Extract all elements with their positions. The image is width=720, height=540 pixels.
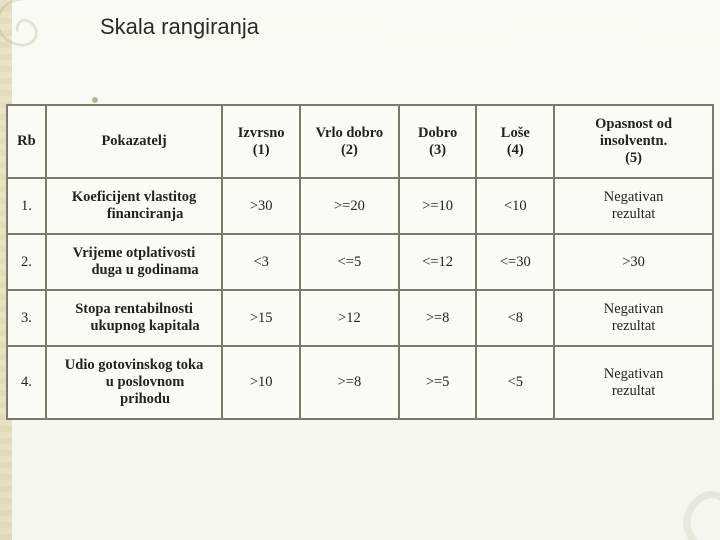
cell-value: Negativan rezultat bbox=[554, 178, 713, 234]
col-very-good-l1: Vrlo dobro bbox=[307, 125, 392, 142]
rating-table-container: Rb Pokazatelj Izvrsno (1) Vrlo dobro (2)… bbox=[6, 104, 714, 420]
col-insolvency-l3: (5) bbox=[561, 150, 706, 167]
table-row: 2. Vrijeme otplativosti duga u godinama … bbox=[7, 234, 713, 290]
table-row: 4. Udio gotovinskog toka u poslovnom pri… bbox=[7, 346, 713, 419]
indicator-line: u poslovnom bbox=[53, 374, 216, 391]
cell-value: <10 bbox=[476, 178, 554, 234]
col-good-l2: (3) bbox=[406, 142, 470, 159]
cell-value: >10 bbox=[222, 346, 300, 419]
col-insolvency-l2: insolventn. bbox=[561, 133, 706, 150]
neg-line: Negativan bbox=[561, 366, 706, 383]
cell-value: >12 bbox=[300, 290, 399, 346]
col-bad-l2: (4) bbox=[483, 142, 547, 159]
neg-line: >30 bbox=[561, 254, 706, 271]
cell-indicator: Vrijeme otplativosti duga u godinama bbox=[46, 234, 223, 290]
cell-indicator: Koeficijent vlastitog financiranja bbox=[46, 178, 223, 234]
indicator-line: duga u godinama bbox=[53, 262, 216, 279]
indicator-line: Vrijeme otplativosti bbox=[53, 245, 216, 262]
cell-rb: 4. bbox=[7, 346, 46, 419]
col-rb: Rb bbox=[7, 105, 46, 178]
cell-value: <8 bbox=[476, 290, 554, 346]
cell-value: >=5 bbox=[399, 346, 477, 419]
page-title: Skala rangiranja bbox=[100, 14, 259, 40]
table-row: 3. Stopa rentabilnosti ukupnog kapitala … bbox=[7, 290, 713, 346]
cell-indicator: Udio gotovinskog toka u poslovnom prihod… bbox=[46, 346, 223, 419]
indicator-line: Koeficijent vlastitog bbox=[53, 189, 216, 206]
table-row: 1. Koeficijent vlastitog financiranja >3… bbox=[7, 178, 713, 234]
col-rb-label: Rb bbox=[17, 133, 36, 149]
col-good-l1: Dobro bbox=[406, 125, 470, 142]
cell-value: <3 bbox=[222, 234, 300, 290]
neg-line: rezultat bbox=[561, 206, 706, 223]
cell-value: <=12 bbox=[399, 234, 477, 290]
col-bad: Loše (4) bbox=[476, 105, 554, 178]
cell-value: >30 bbox=[222, 178, 300, 234]
neg-line: rezultat bbox=[561, 383, 706, 400]
col-indicator-label: Pokazatelj bbox=[101, 133, 166, 149]
col-bad-l1: Loše bbox=[483, 125, 547, 142]
rating-table: Rb Pokazatelj Izvrsno (1) Vrlo dobro (2)… bbox=[6, 104, 714, 420]
cell-value: >=20 bbox=[300, 178, 399, 234]
indicator-line: prihodu bbox=[53, 391, 216, 408]
slide: Skala rangiranja Rb Pokazatelj Izvrsno (… bbox=[0, 0, 720, 540]
neg-line: Negativan bbox=[561, 301, 706, 318]
cell-rb: 3. bbox=[7, 290, 46, 346]
col-very-good-l2: (2) bbox=[307, 142, 392, 159]
indicator-line: financiranja bbox=[53, 206, 216, 223]
cell-rb: 2. bbox=[7, 234, 46, 290]
col-excellent-l2: (1) bbox=[229, 142, 293, 159]
bottom-corner-swirl-icon bbox=[630, 450, 720, 540]
corner-swirl-icon bbox=[0, 0, 70, 80]
cell-value: >30 bbox=[554, 234, 713, 290]
cell-value: Negativan rezultat bbox=[554, 346, 713, 419]
cell-value: >=10 bbox=[399, 178, 477, 234]
cell-value: >=8 bbox=[300, 346, 399, 419]
col-insolvency-l1: Opasnost od bbox=[561, 116, 706, 133]
cell-value: Negativan rezultat bbox=[554, 290, 713, 346]
indicator-line: Stopa rentabilnosti bbox=[53, 301, 216, 318]
cell-value: <=5 bbox=[300, 234, 399, 290]
indicator-line: Udio gotovinskog toka bbox=[53, 357, 216, 374]
cell-value: >15 bbox=[222, 290, 300, 346]
col-excellent-l1: Izvrsno bbox=[229, 125, 293, 142]
cell-value: >=8 bbox=[399, 290, 477, 346]
indicator-line: ukupnog kapitala bbox=[53, 318, 216, 335]
col-very-good: Vrlo dobro (2) bbox=[300, 105, 399, 178]
cell-indicator: Stopa rentabilnosti ukupnog kapitala bbox=[46, 290, 223, 346]
col-indicator: Pokazatelj bbox=[46, 105, 223, 178]
bullet-icon bbox=[92, 97, 98, 103]
neg-line: rezultat bbox=[561, 318, 706, 335]
table-header-row: Rb Pokazatelj Izvrsno (1) Vrlo dobro (2)… bbox=[7, 105, 713, 178]
col-good: Dobro (3) bbox=[399, 105, 477, 178]
cell-rb: 1. bbox=[7, 178, 46, 234]
col-insolvency: Opasnost od insolventn. (5) bbox=[554, 105, 713, 178]
col-excellent: Izvrsno (1) bbox=[222, 105, 300, 178]
cell-value: <5 bbox=[476, 346, 554, 419]
cell-value: <=30 bbox=[476, 234, 554, 290]
neg-line: Negativan bbox=[561, 189, 706, 206]
